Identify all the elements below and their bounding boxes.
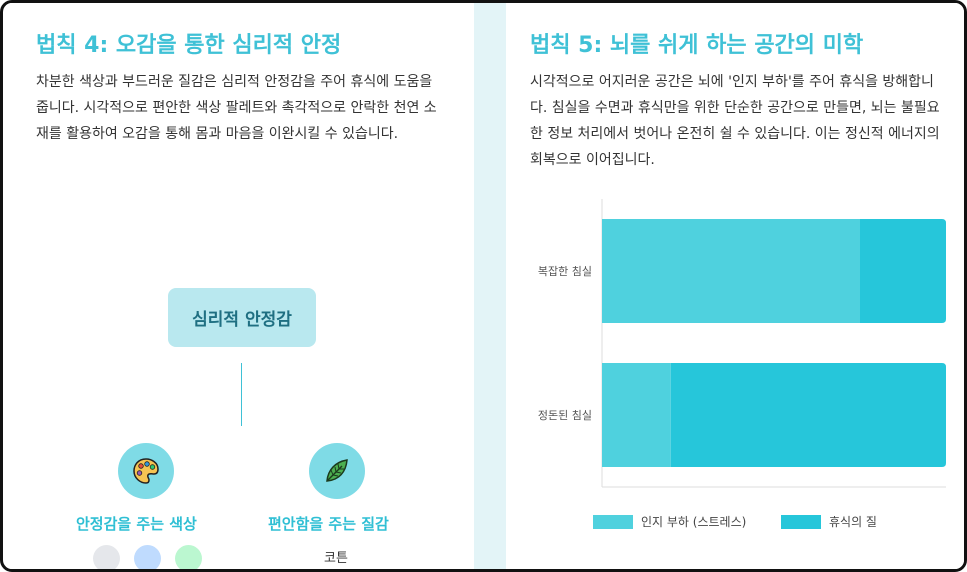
bar-segment	[602, 363, 671, 467]
bar-segment	[602, 219, 860, 323]
category-label: 정돈된 침실	[538, 409, 592, 422]
bar-segment	[670, 363, 946, 467]
legend-label: 인지 부하 (스트레스)	[641, 515, 747, 529]
category-label: 복잡한 침실	[538, 265, 592, 278]
law4-title: 법칙 4: 오감을 통한 심리적 안정	[36, 33, 342, 58]
law5-panel: 법칙 5: 뇌를 쉬게 하는 공간의 미학 시각적으로 어지러운 공간은 뇌에 …	[506, 3, 964, 569]
texture-node-label: 편안함을 주는 질감	[268, 515, 389, 533]
diagram-connector	[241, 363, 242, 426]
bar-segment	[860, 219, 946, 323]
palette-icon	[118, 443, 174, 499]
color-node-label: 안정감을 주는 색상	[76, 515, 197, 533]
color-swatch	[93, 545, 120, 569]
law4-panel: 법칙 4: 오감을 통한 심리적 안정 차분한 색상과 부드러운 질감은 심리적…	[6, 3, 474, 569]
legend-swatch	[593, 514, 633, 529]
law4-body: 차분한 색상과 부드러운 질감은 심리적 안정감을 주어 휴식에 도움을 줍니다…	[36, 74, 437, 142]
diagram-center-label: 심리적 안정감	[192, 310, 292, 330]
law5-body: 시각적으로 어지러운 공간은 뇌에 '인지 부하'를 주어 휴식을 방해합니다.…	[530, 74, 940, 168]
color-swatch	[175, 545, 202, 569]
law5-title: 법칙 5: 뇌를 쉬게 하는 공간의 미학	[530, 33, 864, 58]
legend-label: 휴식의 질	[829, 515, 877, 529]
leaf-icon	[309, 443, 365, 499]
panel-divider	[474, 3, 506, 569]
texture-item: 코튼	[324, 551, 348, 566]
legend-swatch	[781, 514, 821, 529]
diagram-center-node: 심리적 안정감	[168, 288, 316, 347]
legend-item: 휴식의 질	[781, 513, 877, 530]
color-swatch	[134, 545, 161, 569]
legend-item: 인지 부하 (스트레스)	[593, 513, 746, 530]
